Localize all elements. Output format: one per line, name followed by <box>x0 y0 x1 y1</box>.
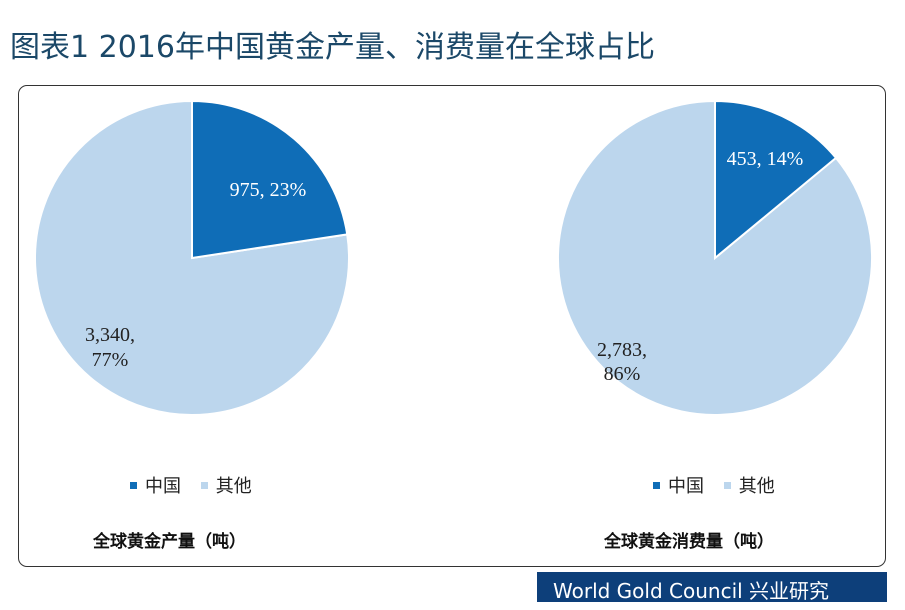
page-title: 图表1 2016年中国黄金产量、消费量在全球占比 <box>10 30 655 65</box>
pie-charts: 975, 23% 3,340, 77% 453, 14% 2,783, 86% <box>34 99 873 416</box>
slice-label-other-consumption-2: 86% <box>604 363 641 385</box>
legend-swatch-other <box>723 482 731 489</box>
legend-consumption: 中国 其他 <box>653 472 775 498</box>
slice-label-other-production-1: 3,340, <box>85 324 135 346</box>
slice-label-other-production-2: 77% <box>92 349 129 371</box>
pie-slice-china <box>191 99 349 260</box>
source-footer: World Gold Council 兴业研究 <box>537 572 887 603</box>
legend-production: 中国 其他 <box>130 472 252 498</box>
chart-title-consumption: 全球黄金消费量（吨） <box>604 532 774 552</box>
legend-swatch-other <box>200 482 208 489</box>
legend-label-other: 其他 <box>738 476 775 497</box>
legend-swatch-china <box>653 482 660 489</box>
slice-label-china-production: 975, 23% <box>230 179 307 201</box>
slice-label-china-consumption: 453, 14% <box>727 148 804 170</box>
legend-swatch-china <box>130 482 137 489</box>
chart-frame <box>18 85 886 567</box>
chart-title-production: 全球黄金产量（吨） <box>93 532 246 552</box>
slice-label-other-consumption-1: 2,783, <box>597 339 647 361</box>
legend-label-china: 中国 <box>668 476 704 497</box>
legend-label-other: 其他 <box>215 476 252 497</box>
pie-slice-china <box>714 99 838 261</box>
legend-label-china: 中国 <box>145 476 181 497</box>
